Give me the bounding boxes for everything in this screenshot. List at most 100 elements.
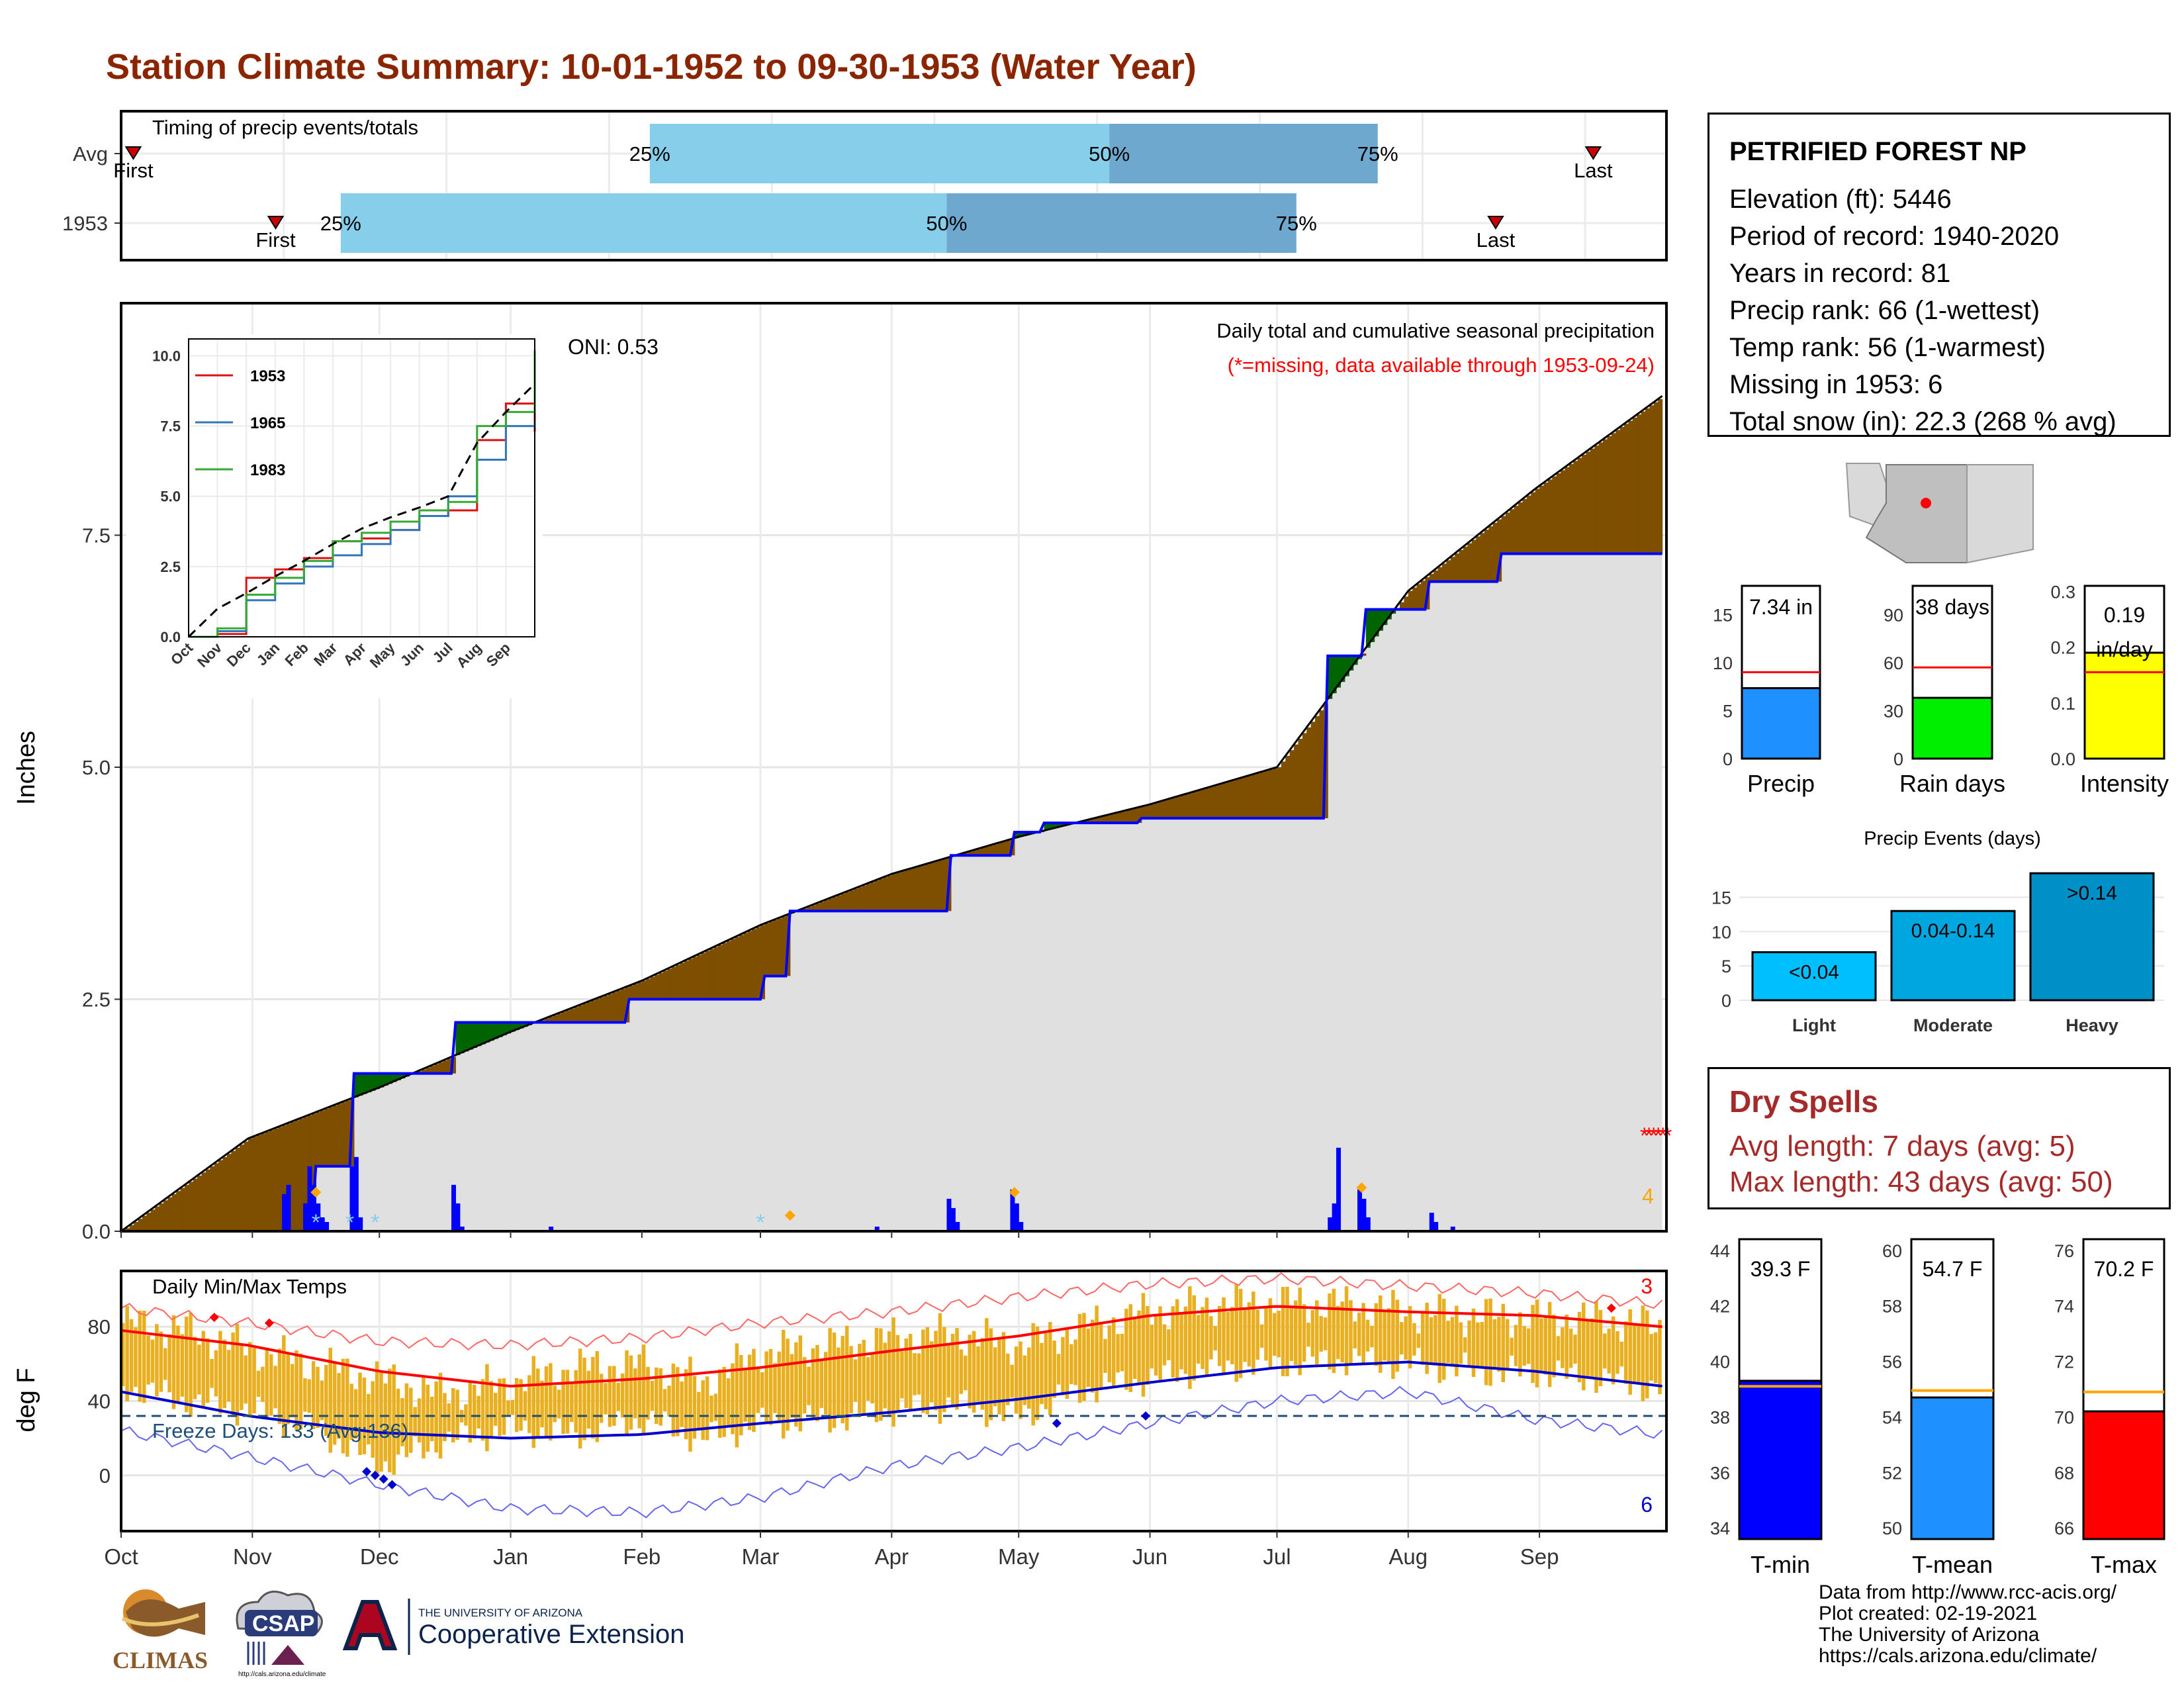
daily-temp-bar bbox=[1387, 1308, 1391, 1364]
daily-temp-bar bbox=[1467, 1320, 1471, 1367]
record-low-count: 6 bbox=[1641, 1493, 1653, 1517]
daily-temp-bar bbox=[773, 1363, 777, 1413]
daily-temp-bar bbox=[929, 1341, 934, 1403]
record-high-count: 3 bbox=[1641, 1274, 1653, 1298]
deficit-area bbox=[1497, 519, 1502, 582]
event-bar-label: >0.14 bbox=[2067, 882, 2117, 904]
daily-temp-bar bbox=[1349, 1300, 1353, 1365]
surplus-area bbox=[396, 1073, 401, 1080]
daily-precip-bar bbox=[353, 1156, 359, 1231]
daily-temp-bar bbox=[561, 1370, 565, 1434]
deficit-area bbox=[620, 988, 625, 1023]
daily-temp-bar bbox=[1429, 1317, 1433, 1363]
surplus-area bbox=[493, 1022, 498, 1039]
daily-temp-bar bbox=[261, 1366, 265, 1402]
daily-temp-bar bbox=[1649, 1334, 1653, 1381]
daily-precip-bar bbox=[459, 1226, 465, 1231]
daily-temp-bar bbox=[1132, 1319, 1137, 1379]
daily-precip-bar bbox=[358, 1217, 363, 1231]
deficit-area bbox=[844, 892, 850, 912]
daily-temp-bar bbox=[447, 1403, 451, 1432]
deficit-area bbox=[921, 865, 927, 912]
daily-temp-bar bbox=[697, 1391, 701, 1429]
daily-temp-bar bbox=[1205, 1297, 1209, 1376]
event-category-label: Light bbox=[1792, 1015, 1836, 1035]
deficit-area bbox=[248, 1138, 253, 1231]
deficit-area bbox=[193, 1178, 198, 1231]
daily-temp-bar bbox=[129, 1319, 134, 1392]
deficit-area bbox=[908, 868, 913, 912]
daily-temp-bar bbox=[823, 1352, 828, 1415]
month-xtick-label: Jul bbox=[1263, 1544, 1291, 1569]
month-xtick-label: Aug bbox=[1388, 1544, 1428, 1569]
daily-temp-bar bbox=[1027, 1347, 1031, 1409]
surplus-area bbox=[400, 1073, 406, 1079]
missing-data-marker: * bbox=[1640, 1123, 1649, 1149]
daily-temp-bar bbox=[1645, 1310, 1649, 1399]
deficit-area bbox=[1480, 533, 1485, 582]
daily-temp-bar bbox=[756, 1369, 760, 1413]
logo-strip: CLIMAS CSAP http://cals.arizona.edu/clim… bbox=[113, 1589, 684, 1678]
deficit-area bbox=[1488, 526, 1494, 582]
daily-temp-bar bbox=[1264, 1307, 1268, 1361]
daily-temp-bar bbox=[1247, 1302, 1251, 1367]
daily-temp-bar bbox=[1361, 1303, 1365, 1365]
daily-temp-bar bbox=[709, 1395, 713, 1423]
daily-temp-bar bbox=[921, 1329, 925, 1413]
deficit-area bbox=[574, 1007, 579, 1023]
summary-ytick-label: 15 bbox=[1713, 606, 1733, 626]
daily-temp-bar bbox=[1582, 1302, 1586, 1391]
surplus-area bbox=[383, 1073, 388, 1086]
data-source-note: Data from http://www.rcc-acis.org/ Plot … bbox=[1819, 1582, 2116, 1667]
daily-temp-bar bbox=[1137, 1310, 1141, 1384]
daily-temp-bar bbox=[735, 1343, 739, 1448]
timing-title: Timing of precip events/totals bbox=[152, 116, 418, 139]
deficit-area bbox=[1238, 778, 1244, 819]
daily-temp-bar bbox=[688, 1356, 692, 1452]
daily-temp-bar bbox=[1319, 1316, 1323, 1352]
deficit-area bbox=[764, 923, 770, 976]
deficit-area bbox=[1603, 439, 1608, 554]
daily-temp-bar bbox=[1056, 1354, 1061, 1385]
daily-temp-bar bbox=[1569, 1329, 1573, 1368]
daily-temp-bar bbox=[747, 1354, 752, 1430]
dry-spells-title: Dry Spells bbox=[1729, 1084, 1878, 1119]
daily-temp-bar bbox=[142, 1311, 146, 1403]
daily-temp-bar bbox=[298, 1353, 303, 1430]
daily-temp-bar bbox=[205, 1338, 210, 1403]
daily-temp-bar bbox=[701, 1380, 705, 1440]
deficit-area bbox=[676, 964, 681, 1000]
temp-summary-ytick-label: 68 bbox=[2054, 1463, 2074, 1483]
daily-temp-bar bbox=[1179, 1313, 1183, 1370]
surplus-area bbox=[392, 1073, 397, 1082]
daily-temp-bar bbox=[578, 1348, 582, 1449]
daily-temp-bar bbox=[1209, 1316, 1213, 1360]
inset-frame bbox=[188, 338, 535, 637]
deficit-area bbox=[667, 968, 672, 1000]
inset-legend-label: 1965 bbox=[250, 414, 285, 432]
daily-temp-bar bbox=[422, 1377, 426, 1459]
daily-temp-bar bbox=[866, 1357, 870, 1401]
temp-summary-ytick-label: 44 bbox=[1710, 1241, 1730, 1261]
daily-temp-bar bbox=[650, 1380, 655, 1411]
surplus-area bbox=[1340, 655, 1345, 682]
month-xtick-label: Feb bbox=[623, 1544, 660, 1569]
daily-temp-bar bbox=[837, 1347, 841, 1415]
daily-temp-bar bbox=[1480, 1322, 1484, 1367]
deficit-area bbox=[929, 863, 934, 912]
deficit-area bbox=[743, 933, 749, 1000]
temp-summary-ytick-label: 36 bbox=[1710, 1463, 1730, 1483]
deficit-area bbox=[129, 1225, 134, 1231]
deficit-area bbox=[1514, 506, 1519, 554]
record-temp-marker bbox=[1052, 1419, 1062, 1429]
record-temp-marker bbox=[1606, 1303, 1616, 1313]
daily-temp-bar bbox=[1607, 1329, 1611, 1374]
precip-ylabel: Inches bbox=[13, 731, 40, 805]
timing-first-label: First bbox=[113, 159, 154, 182]
surplus-area bbox=[375, 1073, 380, 1090]
daily-temp-bar bbox=[1340, 1301, 1344, 1363]
daily-temp-bar bbox=[1217, 1305, 1222, 1366]
deficit-area bbox=[570, 1008, 575, 1023]
daily-temp-bar bbox=[1531, 1305, 1535, 1383]
daily-temp-bar bbox=[811, 1348, 815, 1419]
